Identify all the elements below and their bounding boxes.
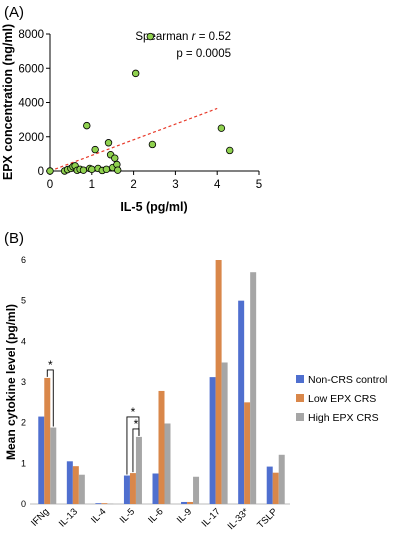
legend-swatch [296,394,304,402]
bar [181,501,188,504]
bar [187,501,194,504]
x-tick-label: IL-33* [226,506,252,532]
legend-swatch [296,413,304,421]
x-tick-label: TSLP [255,506,280,531]
bar [272,472,279,504]
legend-swatch [296,375,304,383]
bar [129,473,136,504]
scatter-chart: EPX concentration (ng/ml) IL-5 (pg/ml) S… [1,24,262,214]
x-tick-label: 1 [89,179,95,191]
x-tick-label: IL-9 [175,506,194,525]
bar [50,427,57,504]
x-tick-label: IL-6 [146,506,165,525]
bar [123,475,130,504]
bar [164,423,171,504]
significance-star: * [134,417,139,431]
x-tick-label: IFNg [29,506,51,528]
bar [152,473,159,504]
bar [244,402,251,504]
x-tick-label: 4 [214,179,221,191]
data-point [104,139,113,147]
y-tick-label: 8000 [18,29,44,41]
y-tick-label: 5 [21,296,26,306]
spearman-r-value: = 0.52 [196,31,232,43]
y-tick-label: 4 [21,336,26,346]
y-tick-label: 4000 [18,98,44,110]
bar [250,272,257,504]
significance-bracket [132,428,140,473]
bar [209,377,216,504]
data-point [83,121,91,130]
data-point [217,124,226,132]
x-tick-label: IL-4 [89,506,108,525]
legend-label: Low EPX CRS [308,393,376,405]
x-axis-label: IL-5 (pg/ml) [120,200,187,214]
y-tick-label: 2000 [18,132,44,144]
trendline [49,107,218,172]
legend-label: Non-CRS control [308,374,387,386]
data-point [88,165,96,173]
data-point [114,166,122,174]
y-tick-label: 3 [21,377,26,387]
significance-star: * [131,405,136,419]
spearman-prefix: Spearman [135,31,191,43]
bar [238,300,245,504]
bar [278,454,285,504]
y-tick-label: 0 [38,166,44,178]
x-tick-label: IL-13 [57,506,80,529]
x-tick-label: IL-5 [118,506,137,525]
bar [107,503,114,505]
x-tick-label: 3 [172,179,178,191]
bar [78,474,85,504]
bar [193,476,200,504]
spearman-r-symbol: r [192,31,197,43]
bar [158,390,165,504]
bar [135,436,142,504]
bar [38,416,45,504]
data-point [102,165,111,173]
data-point [148,140,157,149]
x-tick-label: 0 [47,179,53,191]
data-point [46,167,54,175]
y-tick-label: 6000 [18,63,44,75]
data-point [131,69,140,78]
bar [215,260,222,504]
data-point [111,154,119,162]
bar [95,503,102,504]
data-point [226,146,234,155]
significance-star: * [48,358,53,372]
significance-bracket [46,369,54,427]
significance-bracket [126,416,140,475]
x-tick-label: 2 [130,179,136,191]
bar-chart: Mean cytokine level (pg/ml) 0 1 2 3 4 5 6 IFNg I… [4,255,387,532]
y-axis-label: EPX concentration (ng/ml) [1,24,15,180]
bar [101,503,108,504]
panel-a-label: (A) [4,4,24,21]
y-tick-label: 2 [21,418,26,428]
bar [66,461,73,504]
y-tick-label: 1 [21,458,26,468]
data-point [79,166,88,174]
data-point [146,32,155,41]
bar [44,377,51,504]
y-tick-label: 6 [21,255,26,265]
x-tick-label: 5 [256,179,262,191]
y-tick-label: 0 [21,499,26,509]
p-value-annotation: p = 0.0005 [176,48,231,60]
x-tick-label: IL-17 [200,506,223,529]
bar [221,362,228,504]
panel-b-label: (B) [4,230,24,247]
bar [266,466,273,504]
data-point [91,145,99,154]
bar [72,466,79,504]
legend-label: High EPX CRS [308,412,379,424]
y-axis-label: Mean cytokine level (pg/ml) [4,304,18,460]
